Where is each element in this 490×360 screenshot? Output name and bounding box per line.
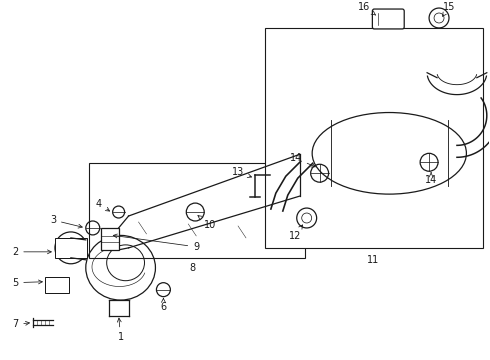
Text: 15: 15 <box>442 2 455 16</box>
Text: 3: 3 <box>50 215 82 228</box>
Text: 5: 5 <box>12 278 42 288</box>
Text: 1: 1 <box>117 318 123 342</box>
Text: 10: 10 <box>198 216 216 230</box>
Bar <box>89 163 305 258</box>
Bar <box>101 228 119 250</box>
Text: 9: 9 <box>113 234 199 252</box>
Text: 2: 2 <box>12 247 51 257</box>
Text: 12: 12 <box>289 225 303 241</box>
Text: 16: 16 <box>358 2 376 15</box>
Bar <box>55 238 87 258</box>
Text: 7: 7 <box>12 319 29 329</box>
Text: 4: 4 <box>96 199 110 211</box>
Text: 6: 6 <box>160 298 167 311</box>
Text: 14: 14 <box>425 172 437 185</box>
Text: 14: 14 <box>290 153 315 167</box>
Text: 11: 11 <box>367 255 379 265</box>
FancyBboxPatch shape <box>45 277 69 293</box>
Text: 8: 8 <box>189 263 196 273</box>
Text: 13: 13 <box>232 167 251 177</box>
FancyBboxPatch shape <box>372 9 404 29</box>
Bar <box>265 28 483 248</box>
